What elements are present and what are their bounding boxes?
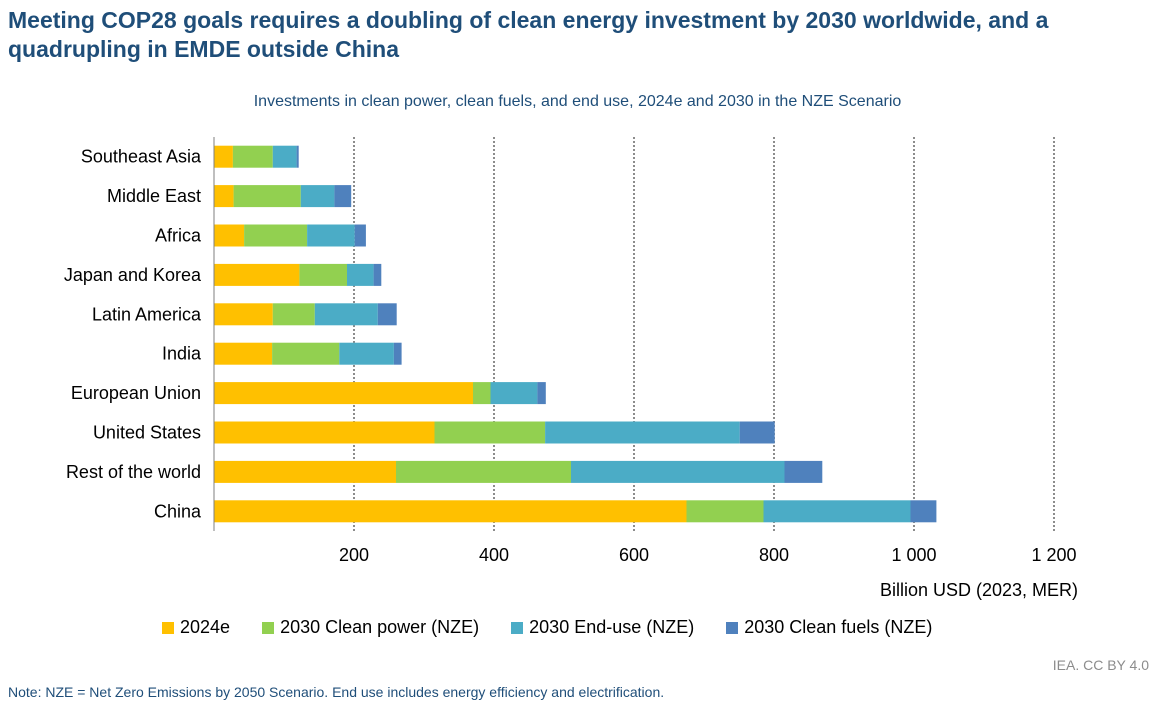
- legend-item-end-use: 2030 End-use (NZE): [511, 617, 694, 638]
- bar-china-1: [686, 500, 764, 523]
- bar-european-union-1: [473, 382, 491, 405]
- bar-china-0: [214, 500, 687, 523]
- category-label: Japan and Korea: [64, 265, 202, 285]
- bar-india-1: [272, 342, 340, 365]
- legend-item-clean-power: 2030 Clean power (NZE): [262, 617, 479, 638]
- bar-european-union-2: [490, 382, 538, 405]
- bar-latin-america-1: [272, 303, 315, 326]
- category-label: European Union: [71, 383, 201, 403]
- bar-southeast-asia-2: [272, 145, 297, 168]
- bar-latin-america-3: [377, 303, 397, 326]
- bar-latin-america-2: [314, 303, 378, 326]
- credit-text: IEA. CC BY 4.0: [1052, 657, 1149, 673]
- legend-swatch-clean-fuels: [726, 621, 739, 634]
- category-label: Southeast Asia: [81, 147, 202, 167]
- bar-japan-and-korea-3: [373, 263, 382, 286]
- category-label: Middle East: [107, 186, 201, 206]
- bar-middle-east-1: [233, 185, 301, 208]
- bar-latin-america-0: [214, 303, 273, 326]
- bar-rest-of-the-world-2: [571, 460, 785, 483]
- footnote: Note: NZE = Net Zero Emissions by 2050 S…: [8, 684, 665, 700]
- bar-india-3: [393, 342, 402, 365]
- bar-middle-east-2: [300, 185, 335, 208]
- bar-middle-east-3: [334, 185, 352, 208]
- legend-label-clean-fuels: 2030 Clean fuels (NZE): [744, 617, 933, 637]
- legend-label-clean-power: 2030 Clean power (NZE): [280, 617, 480, 637]
- bar-japan-and-korea-0: [214, 263, 300, 286]
- category-label: Africa: [155, 226, 202, 246]
- category-label: China: [154, 501, 202, 521]
- x-tick-label: 600: [619, 545, 649, 565]
- legend-swatch-2024e: [162, 621, 174, 634]
- category-label: India: [162, 344, 202, 364]
- legend-item-2024e: 2024e: [162, 617, 230, 638]
- bar-africa-3: [354, 224, 366, 247]
- bar-india-0: [214, 342, 273, 365]
- bar-japan-and-korea-2: [347, 263, 374, 286]
- chart-title: Meeting COP28 goals requires a doubling …: [8, 7, 1049, 62]
- category-label: United States: [93, 423, 201, 443]
- x-tick-label: 1 200: [1031, 545, 1076, 565]
- bar-rest-of-the-world-3: [784, 460, 823, 483]
- bar-africa-2: [307, 224, 355, 247]
- bar-united-states-2: [545, 421, 740, 444]
- x-axis-title: Billion USD (2023, MER): [879, 580, 1078, 600]
- bar-rest-of-the-world-0: [214, 460, 396, 483]
- x-tick-label: 800: [759, 545, 789, 565]
- chart-subtitle: Investments in clean power, clean fuels,…: [253, 93, 902, 110]
- legend: 2024e 2030 Clean power (NZE) 2030 End-us…: [162, 617, 964, 638]
- x-tick-label: 400: [479, 545, 509, 565]
- bar-united-states-0: [214, 421, 435, 444]
- bar-africa-0: [214, 224, 245, 247]
- bar-china-3: [910, 500, 937, 523]
- bar-southeast-asia-3: [296, 145, 299, 168]
- legend-label-2024e: 2024e: [180, 617, 231, 637]
- legend-item-clean-fuels: 2030 Clean fuels (NZE): [726, 617, 932, 638]
- bar-southeast-asia-0: [214, 145, 233, 168]
- bar-india-2: [339, 342, 394, 365]
- bar-japan-and-korea-1: [299, 263, 347, 286]
- bar-africa-1: [244, 224, 308, 247]
- bar-united-states-3: [739, 421, 775, 444]
- bar-middle-east-0: [214, 185, 234, 208]
- bar-united-states-1: [434, 421, 546, 444]
- bar-rest-of-the-world-1: [396, 460, 571, 483]
- bar-southeast-asia-1: [232, 145, 273, 168]
- category-label: Latin America: [92, 304, 202, 324]
- legend-swatch-clean-power: [262, 621, 275, 634]
- bar-china-2: [763, 500, 911, 523]
- x-tick-label: 1 000: [891, 545, 936, 565]
- category-label: Rest of the world: [66, 462, 201, 482]
- bar-european-union-3: [537, 382, 546, 405]
- legend-label-end-use: 2030 End-use (NZE): [529, 617, 695, 637]
- bar-european-union-0: [214, 382, 473, 405]
- x-tick-label: 200: [339, 545, 369, 565]
- legend-swatch-end-use: [511, 621, 524, 634]
